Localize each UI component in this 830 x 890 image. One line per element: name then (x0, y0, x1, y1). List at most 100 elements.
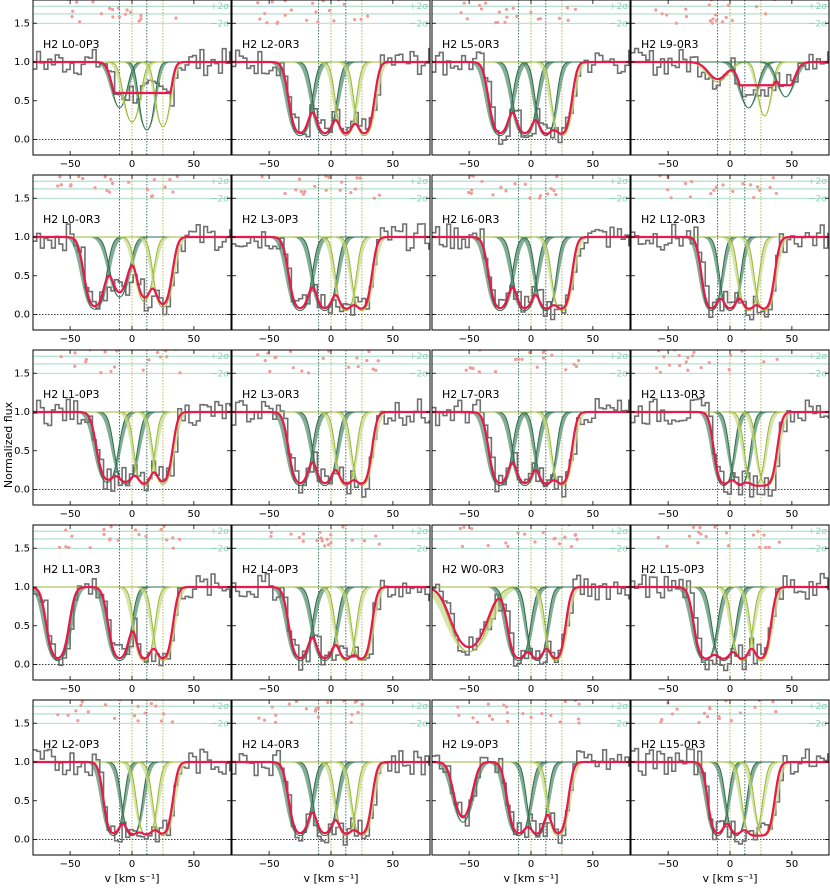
residual-point (464, 368, 468, 372)
x-tick-label: −50 (658, 684, 679, 695)
residual-point (488, 714, 492, 718)
x-tick-label: 50 (188, 859, 201, 870)
residual-point (696, 541, 700, 545)
residual-point (717, 715, 721, 719)
residual-point (511, 6, 515, 10)
residual-point (545, 192, 550, 196)
residual-point (709, 191, 713, 196)
residual-point (69, 347, 72, 350)
sigma-minus-label: −2σ (409, 544, 428, 554)
residual-point (726, 3, 730, 7)
residual-point (483, 171, 486, 174)
residual-point (751, 533, 756, 537)
residual-point (471, 175, 475, 178)
panel-title: H2 L7-0R3 (442, 388, 500, 401)
x-tick-label: −50 (459, 334, 480, 345)
component-band (432, 237, 630, 311)
x-tick-label: 0 (528, 509, 534, 520)
residual-point (360, 702, 364, 706)
residual-point (553, 536, 557, 541)
residual-point (294, 700, 299, 704)
total-model-line (33, 60, 231, 95)
residual-point (132, 713, 137, 718)
residual-point (726, 544, 731, 548)
residual-point (84, 357, 88, 362)
residual-point (675, 707, 679, 711)
panel-17: H2 L2-0P3 +2σ −2σ −50 0 50 0.0 0.5 1.0 1.5 (14, 696, 232, 870)
residual-point (314, 707, 318, 711)
residual-point (372, 196, 376, 200)
flux-data-histogram (631, 397, 829, 498)
residual-point (564, 368, 568, 372)
residual-point (304, 707, 308, 711)
residual-point (165, 538, 169, 542)
residual-point (59, 183, 63, 187)
component-band (33, 412, 231, 486)
residual-point (350, 538, 354, 542)
sigma-plus-label: +2σ (210, 702, 229, 712)
x-tick-label: −50 (60, 684, 81, 695)
residual-point (269, 534, 273, 538)
residual-point (486, 543, 490, 548)
residual-point (456, 705, 460, 709)
residual-point (256, 1, 260, 5)
total-model-line (631, 760, 829, 837)
y-tick-label: 1.0 (14, 582, 30, 593)
residual-point (563, 535, 567, 539)
total-model-line (631, 235, 829, 310)
residual-point (486, 702, 490, 706)
x-tick-label: 50 (587, 859, 600, 870)
total-model-line (33, 235, 231, 308)
residual-point (139, 14, 143, 18)
residual-point (89, 696, 92, 699)
residual-point (566, 18, 570, 23)
residual-point (553, 346, 556, 349)
y-tick-label: 0.5 (14, 621, 30, 632)
sigma-plus-label: +2σ (609, 177, 628, 187)
component-band (33, 237, 231, 298)
residual-point (316, 20, 320, 24)
residual-point (696, 530, 701, 534)
x-tick-label: 50 (188, 334, 201, 345)
panel-title: H2 L9-0R3 (641, 38, 699, 51)
x-tick-label: 0 (528, 334, 534, 345)
flux-data-histogram (432, 574, 630, 667)
residual-point (738, 521, 741, 524)
residual-point (324, 188, 328, 192)
residual-point (705, 715, 710, 719)
residual-point (294, 188, 298, 192)
residual-point (541, 356, 546, 360)
residual-point (575, 537, 579, 541)
residual-point (752, 195, 756, 200)
residual-point (256, 353, 260, 357)
total-model-line (232, 235, 430, 310)
component-band (432, 237, 630, 311)
residual-point (670, 712, 675, 716)
residual-point (714, 19, 719, 23)
residual-point (136, 719, 140, 723)
residual-point (654, 8, 658, 12)
residual-point (738, 711, 743, 715)
residual-point (115, 350, 119, 353)
residual-point (327, 175, 331, 179)
residual-point (657, 350, 661, 353)
sigma-plus-label: +2σ (409, 702, 428, 712)
residual-point (469, 188, 474, 192)
residual-point (479, 7, 484, 11)
sigma-minus-label: −2σ (808, 719, 827, 729)
x-tick-label: 0 (727, 159, 733, 170)
residual-point (342, 700, 346, 703)
component-band (33, 587, 231, 661)
residual-point (139, 17, 143, 21)
residual-point (317, 696, 320, 699)
residual-point (262, 718, 267, 722)
residual-point (71, 9, 75, 13)
y-tick-label: 1.5 (14, 193, 30, 204)
x-tick-label: 50 (387, 509, 400, 520)
residual-point (529, 10, 533, 15)
residual-point (462, 525, 466, 529)
component-band (33, 587, 231, 661)
residual-point (353, 187, 357, 191)
residual-point (288, 350, 293, 354)
sigma-minus-label: −2σ (808, 544, 827, 554)
